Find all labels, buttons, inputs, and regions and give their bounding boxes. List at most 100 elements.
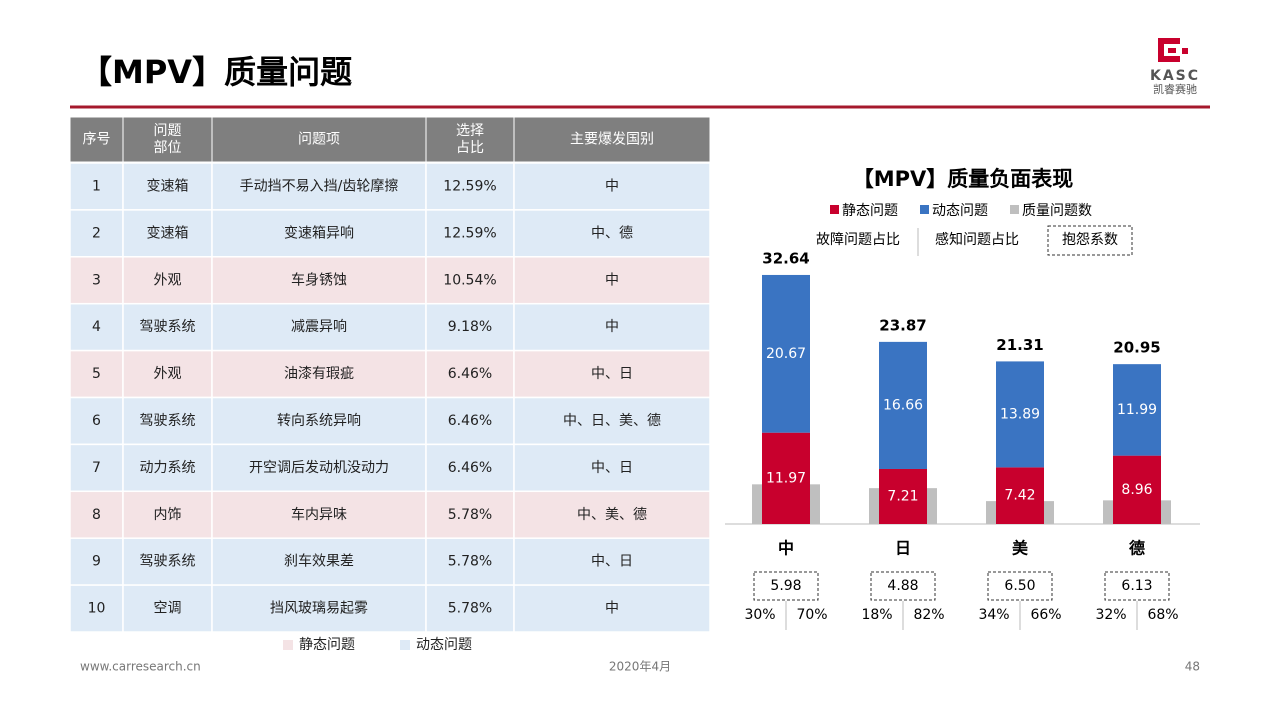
logo-name: KASC <box>1150 68 1200 84</box>
data-label: 16.66 <box>883 397 923 413</box>
cell-text: 变速箱 <box>147 178 189 194</box>
cell-text: 变速箱异响 <box>284 225 354 241</box>
table-cell <box>425 443 515 493</box>
cell-text: 中、日 <box>591 366 633 382</box>
table-cell <box>513 584 711 633</box>
cell-text: 1 <box>92 178 101 194</box>
table-cell <box>211 209 427 258</box>
cell-text: 外观 <box>154 272 182 288</box>
table-cell <box>69 302 124 352</box>
table-cell <box>69 584 124 633</box>
table-cell <box>211 162 427 211</box>
table-cell <box>122 302 213 352</box>
legend-label: 动态问题 <box>416 637 472 653</box>
header-label: 主要爆发国别 <box>570 132 654 148</box>
cell-text: 中 <box>605 601 619 617</box>
table-cell <box>425 490 515 539</box>
indicator-box <box>987 571 1053 601</box>
header-cell <box>513 116 711 163</box>
x-tick-label: 日 <box>895 539 911 558</box>
indicator-value: 82% <box>913 607 944 623</box>
table-cell <box>425 584 515 633</box>
total-label: 23.87 <box>879 316 926 334</box>
legend-swatch <box>830 205 839 214</box>
indicator-value: 30% <box>744 607 775 623</box>
cell-text: 6 <box>92 413 101 429</box>
legend-box <box>1047 225 1133 256</box>
cell-text: 中、日 <box>591 460 633 476</box>
footer-date: 2020年4月 <box>609 660 671 674</box>
total-label: 21.31 <box>996 336 1043 354</box>
cell-text: 5.78% <box>448 507 492 523</box>
legend-label: 感知问题占比 <box>935 231 1019 248</box>
table-cell <box>513 162 711 211</box>
cell-text: 5.78% <box>448 554 492 570</box>
table-cell <box>211 443 427 493</box>
legend-label: 静态问题 <box>842 203 898 219</box>
table-cell <box>425 209 515 258</box>
cell-text: 动力系统 <box>140 460 196 476</box>
cell-text: 转向系统异响 <box>277 413 361 429</box>
cell-text: 7 <box>92 460 101 476</box>
cell-text: 5.78% <box>448 601 492 617</box>
table-cell <box>425 302 515 352</box>
indicator-value: 68% <box>1147 607 1178 623</box>
header-label: 问题部位 <box>154 123 182 156</box>
logo-icon <box>1158 38 1188 62</box>
indicator-value: 18% <box>861 607 892 623</box>
slide-title: 【MPV】质量问题 <box>80 53 352 91</box>
table-cell <box>69 537 124 586</box>
cell-text: 减震异响 <box>291 319 347 335</box>
cell-text: 车内异味 <box>291 506 347 523</box>
cell-text: 12.59% <box>443 178 496 194</box>
indicator-value: 5.98 <box>770 578 801 594</box>
header-cell <box>69 116 124 163</box>
cell-text: 中、美、德 <box>577 507 647 523</box>
data-label: 7.21 <box>887 488 918 504</box>
cell-text: 驾驶系统 <box>140 413 196 429</box>
bar <box>1113 364 1161 456</box>
table-cell <box>513 302 711 352</box>
table-cell <box>122 443 213 493</box>
cell-text: 9.18% <box>448 319 492 335</box>
data-label: 13.89 <box>1000 406 1040 422</box>
data-label: 11.99 <box>1117 402 1157 418</box>
legend-swatch <box>1010 205 1019 214</box>
cell-text: 刹车效果差 <box>284 553 354 570</box>
data-label: 8.96 <box>1121 482 1152 498</box>
cell-text: 5 <box>92 366 101 382</box>
cell-text: 内饰 <box>154 507 182 523</box>
cell-text: 驾驶系统 <box>140 319 196 335</box>
cell-text: 手动挡不易入挡/齿轮摩擦 <box>240 177 399 194</box>
x-tick-label: 中 <box>778 539 794 558</box>
x-tick-label: 德 <box>1129 539 1145 558</box>
indicator-value: 4.88 <box>887 578 918 594</box>
legend-swatch <box>920 205 929 214</box>
cell-text: 2 <box>92 225 101 241</box>
indicator-box <box>1104 571 1170 601</box>
page-number: 48 <box>1185 660 1200 674</box>
table-cell <box>425 162 515 211</box>
table-cell <box>513 209 711 258</box>
table-cell <box>513 490 711 539</box>
cell-text: 驾驶系统 <box>140 554 196 570</box>
table-cell <box>211 256 427 305</box>
cell-text: 9 <box>92 554 101 570</box>
legend-swatch <box>400 640 410 650</box>
table-cell <box>122 256 213 305</box>
table-cell <box>425 256 515 305</box>
cell-text: 10.54% <box>443 272 496 288</box>
indicator-value: 6.13 <box>1121 578 1152 594</box>
cell-text: 12.59% <box>443 225 496 241</box>
table-cell <box>122 209 213 258</box>
legend-label: 质量问题数 <box>1022 203 1092 219</box>
footer-website: www.carresearch.cn <box>80 660 201 674</box>
table-cell <box>69 349 124 399</box>
logo-subtitle: 凯睿赛驰 <box>1153 82 1197 96</box>
x-tick-label: 美 <box>1012 539 1029 558</box>
legend-label: 动态问题 <box>932 203 988 219</box>
indicator-value: 6.50 <box>1004 578 1035 594</box>
cell-text: 油漆有瑕疵 <box>284 366 354 382</box>
cell-text: 中 <box>605 272 619 288</box>
